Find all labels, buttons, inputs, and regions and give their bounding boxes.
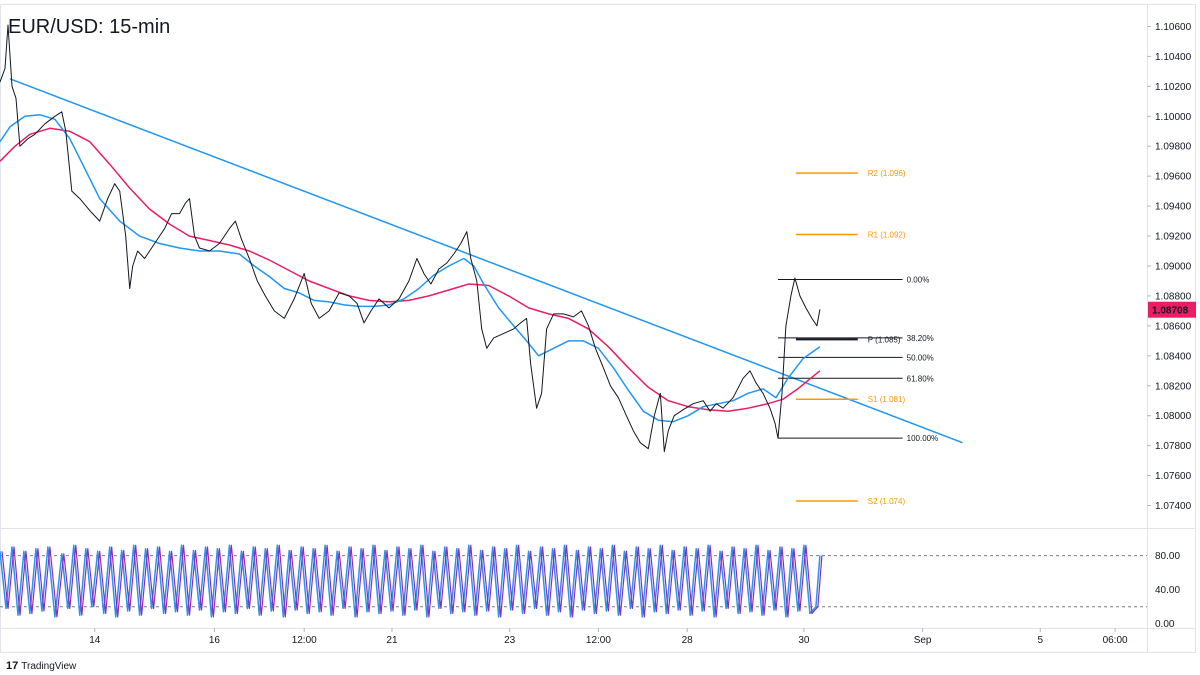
- price-tick-label: 1.08600: [1155, 321, 1192, 332]
- levels-layer: 0.00% 38.20% 50.00% 61.80% 100.00% R2 (1.096)…: [777, 169, 939, 506]
- price-tick-label: 1.09200: [1155, 232, 1192, 243]
- pivot-level-label: R1 (1.092): [868, 231, 906, 240]
- axis-layer: 1.10600 1.10400 1.10200 1.10000 1.09800 1.096…: [89, 22, 1196, 646]
- time-tick-label: Sep: [914, 635, 932, 646]
- tradingview-logo-icon: 17: [6, 660, 19, 672]
- oscillator-tick-label: 40.00: [1155, 585, 1180, 596]
- time-tick-label: 5: [1037, 635, 1043, 646]
- pivot-level-label: P (1.085): [868, 335, 901, 344]
- time-tick-label: 12:00: [292, 635, 317, 646]
- time-tick-label: 16: [209, 635, 221, 646]
- tradingview-footer[interactable]: 17 TradingView: [6, 660, 76, 672]
- price-tick-label: 1.07600: [1155, 471, 1192, 482]
- descending-trendline: [9, 78, 963, 444]
- time-tick-label: 30: [798, 635, 810, 646]
- fib-level-label: 100.00%: [907, 434, 939, 443]
- price-tick-label: 1.08000: [1155, 411, 1192, 422]
- chart-border: [0, 4, 1196, 653]
- time-tick-label: 12:00: [586, 635, 611, 646]
- price-tick-label: 1.07400: [1155, 501, 1192, 512]
- time-tick-label: 14: [89, 635, 101, 646]
- price-tick-label: 1.10000: [1155, 112, 1192, 123]
- price-tick-label: 1.10600: [1155, 22, 1192, 33]
- trendline-layer: [9, 78, 963, 444]
- fib-level-label: 38.20%: [907, 334, 934, 343]
- fib-level-label: 61.80%: [907, 374, 934, 383]
- price-line: [0, 24, 821, 453]
- time-tick-label: 21: [386, 635, 398, 646]
- moving-average-red: [0, 127, 821, 412]
- price-tick-label: 1.08800: [1155, 291, 1192, 302]
- moving-average-blue: [0, 114, 821, 423]
- time-tick-label: 28: [682, 635, 694, 646]
- price-tick-label: 1.08200: [1155, 381, 1192, 392]
- price-tick-label: 1.08400: [1155, 351, 1192, 362]
- price-tick-label: 1.10400: [1155, 52, 1192, 63]
- price-tick-label: 1.09400: [1155, 202, 1192, 213]
- price-tick-label: 1.09000: [1155, 262, 1192, 273]
- series-layer: [0, 24, 821, 453]
- price-tick-label: 1.09600: [1155, 172, 1192, 183]
- oscillator-d-line: [1, 544, 823, 618]
- price-tick-label: 1.10200: [1155, 82, 1192, 93]
- time-tick-label: 06:00: [1103, 635, 1128, 646]
- footer-label: TradingView: [21, 660, 77, 672]
- price-tick-label: 1.09800: [1155, 142, 1192, 153]
- oscillator-tick-label: 80.00: [1155, 551, 1180, 562]
- last-price-badge: [1148, 301, 1196, 318]
- oscillator-tick-label: 0.00: [1155, 619, 1175, 630]
- time-tick-label: 23: [504, 635, 516, 646]
- pivot-level-label: R2 (1.096): [868, 169, 906, 178]
- fib-level-label: 0.00%: [907, 275, 930, 284]
- chart-title: EUR/USD: 15-min: [8, 16, 171, 38]
- last-price-label: 1.08708: [1152, 306, 1189, 317]
- pivot-level-label: S1 (1.081): [868, 395, 906, 404]
- oscillator-layer: 80.00 40.00 0.00: [0, 544, 1180, 630]
- fib-level-label: 50.00%: [907, 353, 934, 362]
- pivot-level-label: S2 (1.074): [868, 497, 906, 506]
- price-tick-label: 1.07800: [1155, 441, 1192, 452]
